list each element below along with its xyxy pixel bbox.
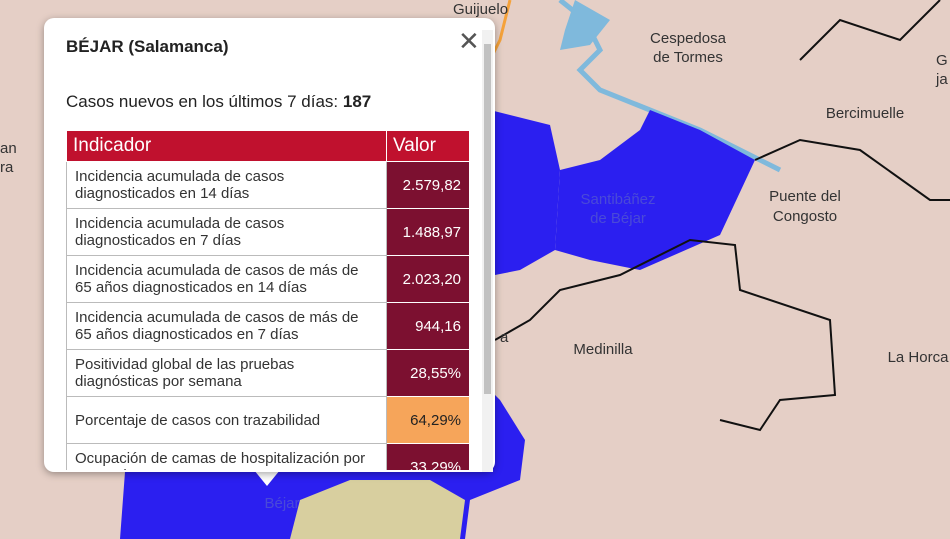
popup-tail (254, 470, 280, 486)
place-label: ra (0, 159, 14, 176)
place-label: an (0, 140, 17, 157)
reservoir (560, 0, 610, 50)
place-label: Bercimuelle (826, 105, 904, 122)
place-label: Congosto (773, 208, 837, 225)
boundary (754, 0, 950, 201)
popup-title: BÉJAR (Salamanca) (66, 37, 229, 56)
summary-value: 187 (342, 92, 372, 111)
summary-label: Casos nuevos en los últimos 7 días: (66, 92, 339, 111)
popup-body: BÉJAR (Salamanca) Casos nuevos en los úl… (44, 18, 482, 470)
place-label: Cespedosa (650, 30, 727, 47)
indicator-name: Incidencia acumulada de casos diagnostic… (66, 208, 387, 256)
place-label: G (936, 52, 948, 69)
place-label: de Tormes (653, 49, 723, 66)
indicator-value: 64,29% (386, 396, 470, 444)
table-row: Positividad global de las pruebas diagnó… (66, 349, 470, 397)
table-row: Incidencia acumulada de casos diagnostic… (66, 161, 470, 209)
indicator-value: 944,16 (386, 302, 470, 350)
place-label: Béjar (264, 495, 299, 512)
place-label: Puente del (769, 188, 841, 205)
indicator-value: 33,29% (386, 443, 470, 470)
scrollbar[interactable] (482, 30, 493, 472)
table-header: Indicador (66, 130, 387, 162)
indicator-name: Positividad global de las pruebas diagnó… (66, 349, 387, 397)
place-label: de Béjar (590, 210, 646, 227)
table-row: Incidencia acumulada de casos de más de … (66, 255, 470, 303)
indicator-value: 2.023,20 (386, 255, 470, 303)
place-label: La Horca (888, 349, 950, 366)
place-label: a (500, 329, 509, 346)
table-header: Valor (386, 130, 470, 162)
indicator-value: 2.579,82 (386, 161, 470, 209)
table-row: Incidencia acumulada de casos de más de … (66, 302, 470, 350)
indicator-value: 28,55% (386, 349, 470, 397)
place-label: Medinilla (573, 341, 633, 358)
table-row: Ocupación de camas de hospitalización po… (66, 443, 470, 470)
table-row: Porcentaje de casos con trazabilidad 64,2… (66, 396, 470, 444)
indicator-table: Indicador Valor Incidencia acumulada de … (66, 130, 470, 470)
boundary (494, 238, 837, 432)
indicator-value: 1.488,97 (386, 208, 470, 256)
urban-area (290, 480, 465, 539)
indicator-name: Incidencia acumulada de casos de más de … (66, 255, 387, 303)
close-button[interactable]: ✕ (458, 26, 480, 56)
summary: Casos nuevos en los últimos 7 días: 187 (66, 92, 371, 112)
table-row: Incidencia acumulada de casos diagnostic… (66, 208, 470, 256)
popup: BÉJAR (Salamanca) Casos nuevos en los úl… (44, 18, 495, 472)
district-shape (555, 110, 755, 270)
indicator-name: Porcentaje de casos con trazabilidad (66, 396, 387, 444)
district-shape (490, 110, 560, 275)
scroll-thumb[interactable] (484, 44, 491, 394)
indicator-name: Incidencia acumulada de casos diagnostic… (66, 161, 387, 209)
place-label: Santibáñez (580, 191, 655, 208)
place-label: Guijuelo (453, 1, 508, 18)
indicator-name: Incidencia acumulada de casos de más de … (66, 302, 387, 350)
indicator-name: Ocupación de camas de hospitalización po… (66, 443, 387, 470)
place-label: ja (935, 71, 948, 88)
